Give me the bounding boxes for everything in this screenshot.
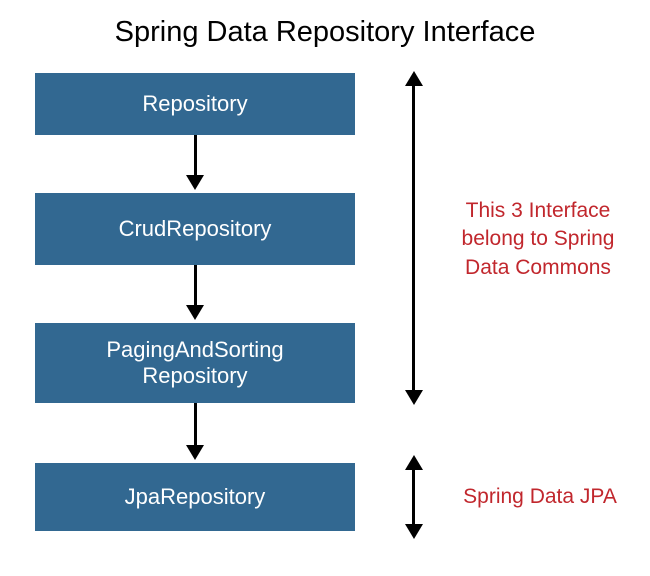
box-label: Repository [142,91,247,117]
annotation-jpa: Spring Data JPA [450,483,630,511]
box-crud-repository: CrudRepository [35,193,355,265]
span-arrow-jpa [398,455,429,539]
span-arrow-commons [398,71,429,405]
box-label: JpaRepository [125,484,266,510]
box-repository: Repository [35,73,355,135]
box-paging-sorting-repository: PagingAndSorting Repository [35,323,355,403]
box-label: CrudRepository [119,216,272,242]
annotation-commons: This 3 Interface belong to Spring Data C… [448,197,628,282]
diagram-canvas: Repository CrudRepository PagingAndSorti… [0,67,650,567]
diagram-title: Spring Data Repository Interface [0,0,650,67]
box-label: PagingAndSorting Repository [106,337,283,390]
box-jpa-repository: JpaRepository [35,463,355,531]
